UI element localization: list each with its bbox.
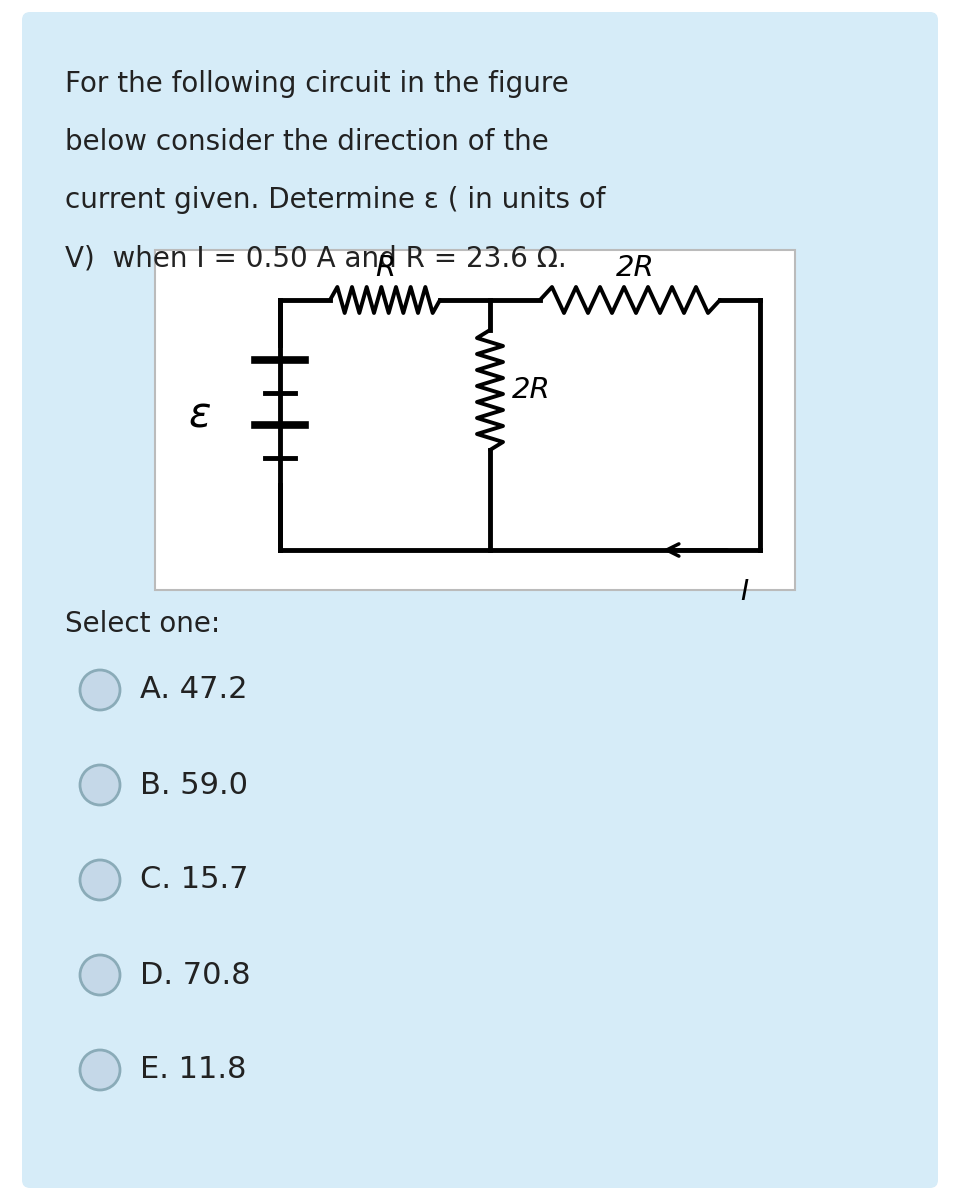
Text: current given. Determine ε ( in units of: current given. Determine ε ( in units of [65,186,606,214]
Text: V)  when I = 0.50 A and R = 23.6 Ω.: V) when I = 0.50 A and R = 23.6 Ω. [65,244,566,272]
Circle shape [80,670,120,710]
Circle shape [80,955,120,995]
Text: C. 15.7: C. 15.7 [140,865,249,894]
Circle shape [80,1050,120,1090]
Text: I: I [740,578,748,606]
Circle shape [80,860,120,900]
Circle shape [80,766,120,805]
Text: D. 70.8: D. 70.8 [140,960,251,990]
Text: ε: ε [189,394,211,436]
Text: For the following circuit in the figure: For the following circuit in the figure [65,70,568,98]
Text: B. 59.0: B. 59.0 [140,770,248,799]
Text: E. 11.8: E. 11.8 [140,1056,247,1085]
Text: Select one:: Select one: [65,610,220,638]
Text: 2R: 2R [512,376,551,404]
Text: 2R: 2R [615,254,655,282]
Text: R: R [374,254,396,282]
Text: A. 47.2: A. 47.2 [140,676,248,704]
FancyBboxPatch shape [155,250,795,590]
Text: below consider the direction of the: below consider the direction of the [65,128,549,156]
FancyBboxPatch shape [22,12,938,1188]
